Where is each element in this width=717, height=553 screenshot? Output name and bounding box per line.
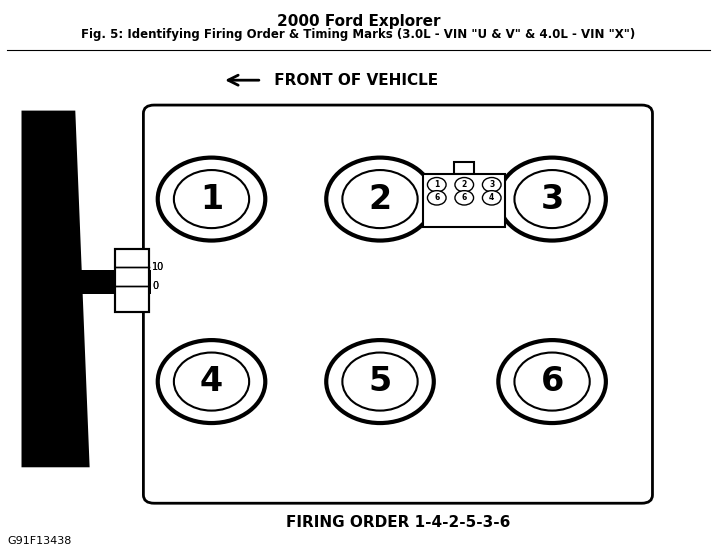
Text: 6: 6 — [462, 194, 467, 202]
Text: 10: 10 — [152, 262, 164, 272]
Text: 4: 4 — [489, 194, 494, 202]
Circle shape — [498, 158, 606, 241]
Text: 2: 2 — [462, 180, 467, 189]
Text: 3: 3 — [541, 182, 564, 216]
Bar — [115, 249, 149, 312]
Text: 2000 Ford Explorer: 2000 Ford Explorer — [277, 14, 440, 29]
Circle shape — [427, 191, 446, 205]
Circle shape — [514, 353, 590, 410]
Circle shape — [343, 353, 417, 410]
Text: 1: 1 — [435, 180, 440, 189]
Text: 10: 10 — [152, 262, 164, 272]
Text: 3: 3 — [489, 180, 494, 189]
Circle shape — [158, 158, 265, 241]
Text: G91F13438: G91F13438 — [7, 536, 72, 546]
Circle shape — [343, 170, 417, 228]
FancyBboxPatch shape — [143, 105, 652, 503]
Text: 1: 1 — [200, 182, 223, 216]
Circle shape — [326, 158, 434, 241]
Circle shape — [483, 191, 501, 205]
Text: 5: 5 — [369, 365, 391, 398]
Polygon shape — [22, 111, 90, 467]
Text: 4: 4 — [200, 365, 223, 398]
Bar — [75, 270, 151, 295]
Circle shape — [498, 340, 606, 423]
Circle shape — [174, 170, 249, 228]
Bar — [423, 174, 505, 227]
Text: FIRING ORDER 1-4-2-5-3-6: FIRING ORDER 1-4-2-5-3-6 — [286, 515, 510, 530]
Circle shape — [174, 353, 249, 410]
Text: 6: 6 — [541, 365, 564, 398]
Circle shape — [455, 191, 473, 205]
Circle shape — [514, 170, 590, 228]
Bar — [455, 162, 475, 174]
Text: 0: 0 — [152, 281, 158, 291]
Bar — [115, 249, 149, 312]
Text: Fig. 5: Identifying Firing Order & Timing Marks (3.0L - VIN "U & V" & 4.0L - VIN: Fig. 5: Identifying Firing Order & Timin… — [81, 28, 636, 41]
Circle shape — [455, 178, 473, 192]
Text: 6: 6 — [435, 194, 440, 202]
Circle shape — [427, 178, 446, 192]
Text: FRONT OF VEHICLE: FRONT OF VEHICLE — [269, 72, 438, 88]
Circle shape — [483, 178, 501, 192]
Bar — [115, 249, 149, 312]
Circle shape — [158, 340, 265, 423]
Circle shape — [326, 340, 434, 423]
Text: 0: 0 — [152, 281, 158, 291]
Text: 2: 2 — [369, 182, 391, 216]
